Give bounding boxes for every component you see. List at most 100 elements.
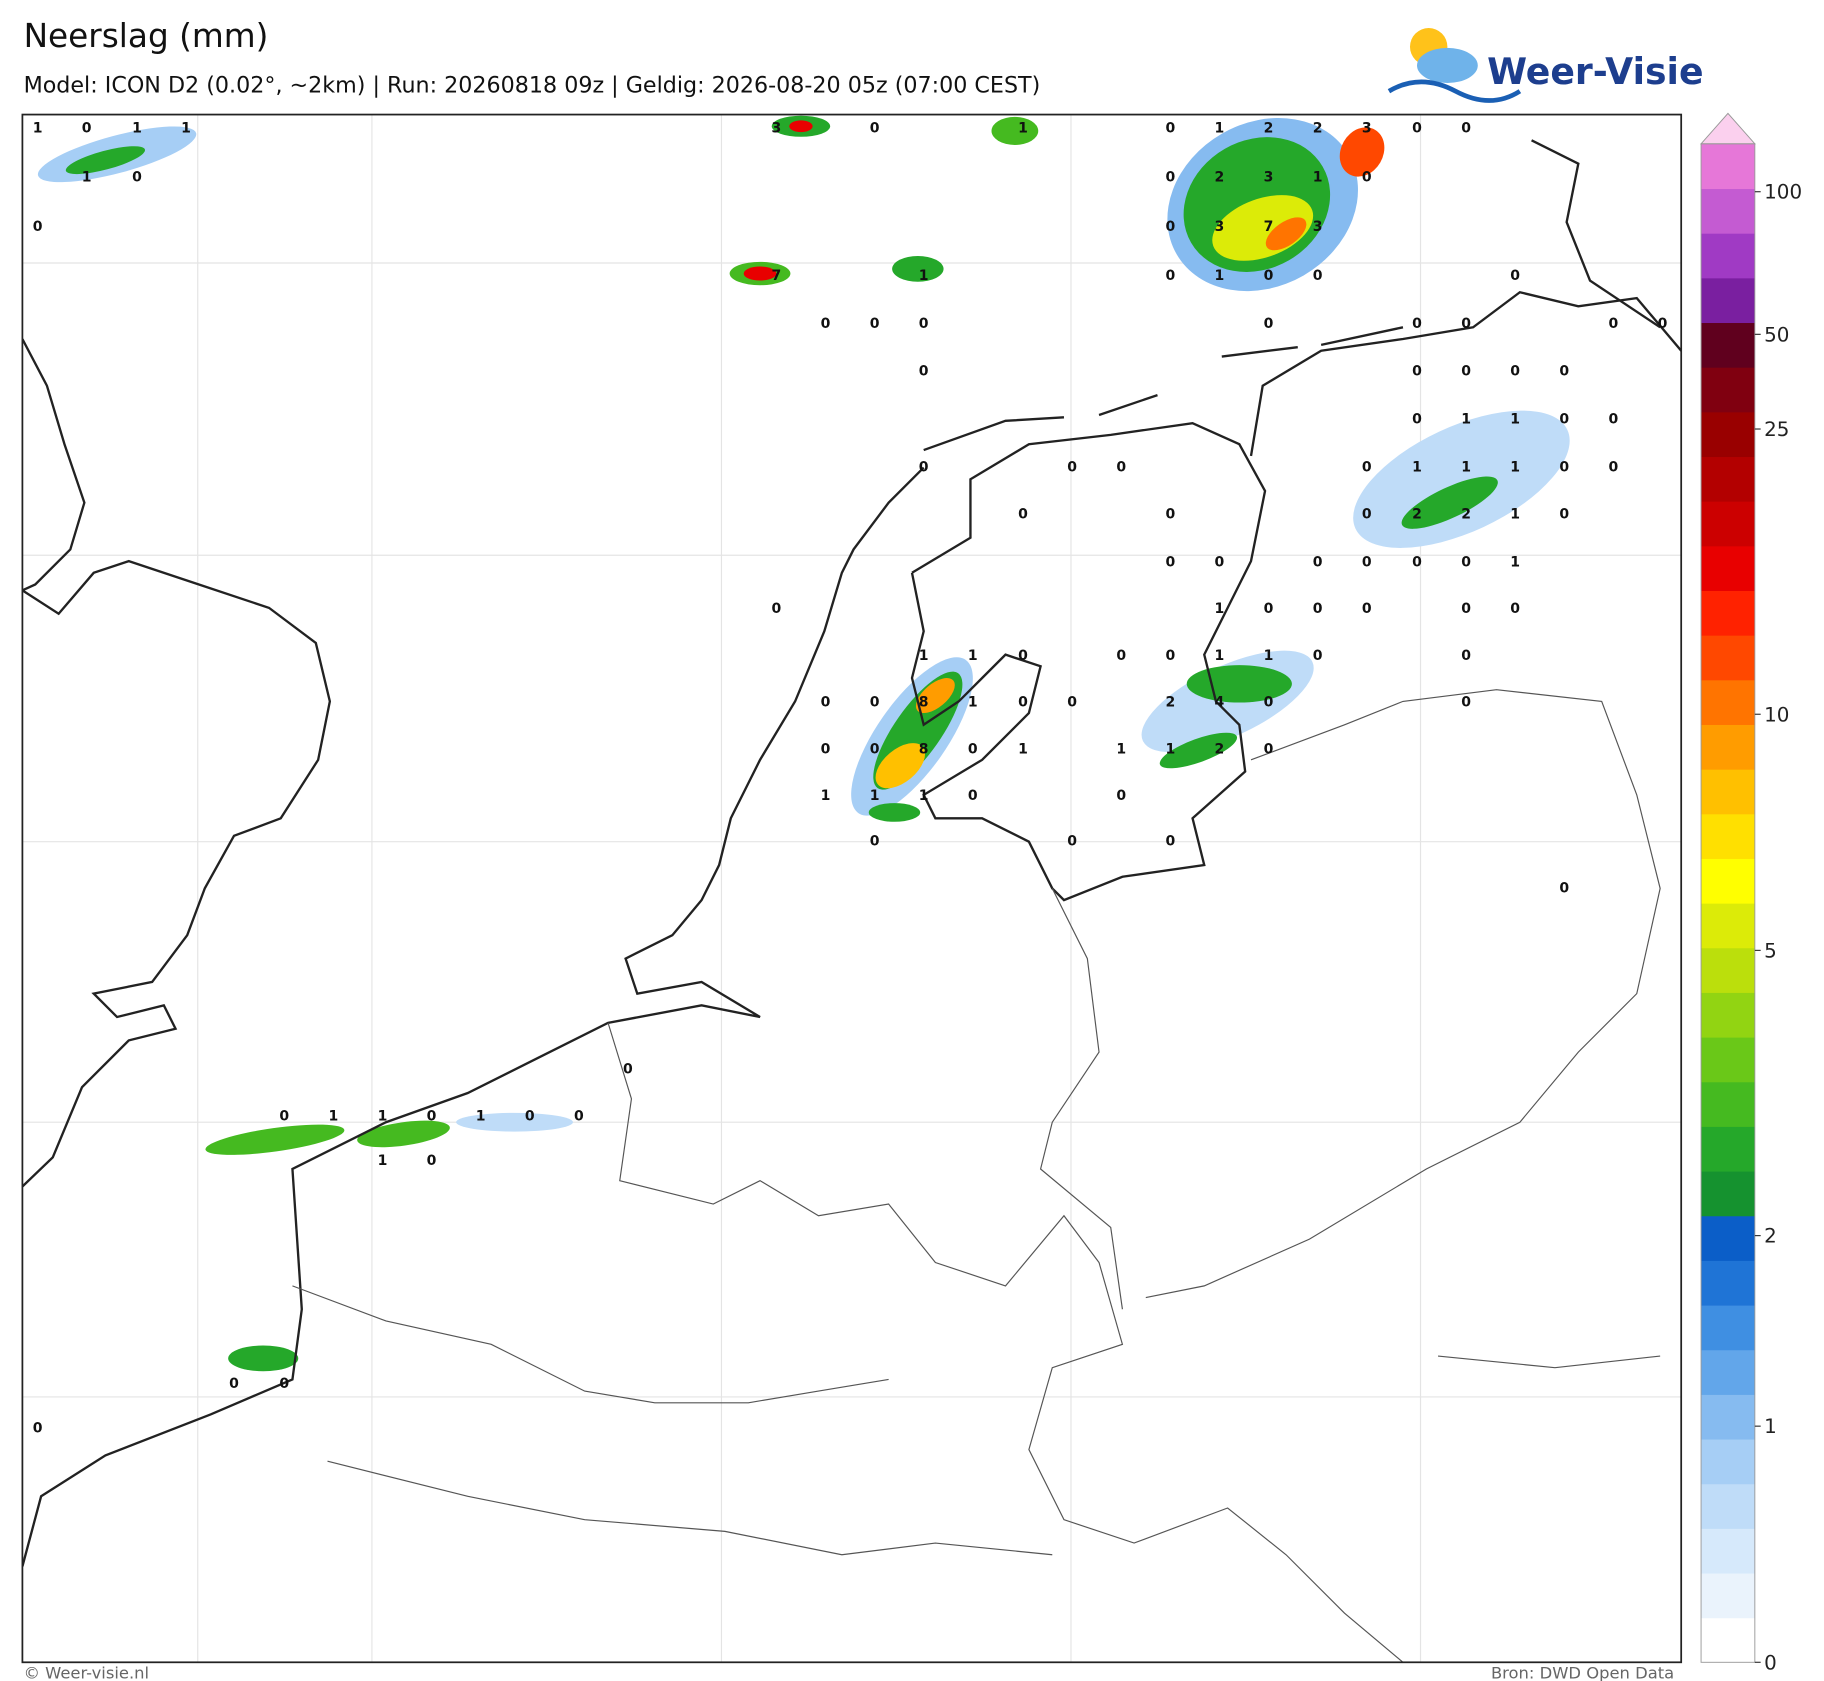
precip-label: 0 (132, 170, 142, 186)
precip-label: 1 (1412, 460, 1422, 476)
colorbar-tick-label: 10 (1764, 703, 1789, 726)
precip-label: 0 (1461, 364, 1471, 380)
coastline (22, 559, 332, 1188)
precip-label: 1 (33, 121, 43, 137)
precip-label: 1 (1510, 506, 1520, 522)
border-line (1145, 689, 1661, 1299)
colorbar-segment (1701, 1126, 1755, 1172)
colorbar-tick-label: 50 (1764, 323, 1789, 346)
precip-area (892, 256, 944, 282)
precip-label: 0 (574, 1108, 584, 1124)
colorbar-segment (1701, 1081, 1755, 1127)
precip-area (1339, 127, 1385, 177)
precip-label: 1 (1264, 648, 1274, 664)
precip-label: 3 (1362, 121, 1372, 137)
precip-area (875, 743, 926, 789)
precip-label: 0 (1264, 601, 1274, 617)
precip-label: 0 (229, 1376, 239, 1392)
borders (292, 689, 1661, 1663)
precip-label: 0 (821, 316, 831, 332)
precip-label: 1 (919, 788, 929, 804)
precip-label: 1 (870, 788, 880, 804)
coastlines (22, 139, 1682, 1567)
precip-label: 1 (1116, 741, 1126, 757)
precip-label: 0 (1067, 460, 1077, 476)
colorbar-extension (1700, 112, 1756, 145)
precip-label: 0 (1609, 460, 1619, 476)
coastline (22, 466, 925, 1567)
precip-label: 2 (1313, 121, 1323, 137)
precip-label: 1 (1461, 412, 1471, 428)
precip-label: 0 (1116, 460, 1126, 476)
precip-label: 0 (1116, 648, 1126, 664)
precip-label: 0 (1313, 268, 1323, 284)
precip-label: 0 (525, 1108, 535, 1124)
precip-label: 0 (1559, 460, 1569, 476)
precip-label: 0 (1559, 506, 1569, 522)
precip-label: 0 (1510, 364, 1520, 380)
precip-label: 1 (968, 648, 978, 664)
subtitle: Model: ICON D2 (0.02°, ~2km) | Run: 2026… (24, 72, 1041, 98)
precip-area (868, 803, 921, 822)
precip-label: 1 (328, 1108, 338, 1124)
precip-label: 1 (1510, 554, 1520, 570)
precip-label: 1 (132, 121, 142, 137)
precipitation (37, 115, 1570, 1372)
precip-label: 1 (378, 1153, 388, 1169)
precip-label: 0 (1412, 316, 1422, 332)
precip-label: 1 (1018, 121, 1028, 137)
precip-label: 1 (919, 648, 929, 664)
precip-label: 0 (870, 695, 880, 711)
precip-label: 0 (279, 1376, 289, 1392)
precip-area (205, 1124, 345, 1155)
precip-label: 0 (1165, 268, 1175, 284)
precip-labels: 1 0 1 1 3 0 1 0 1 2 2 3 0 0 1 0 0 2 3 1 0 0 0 3 7 3 7 1 0 1 0 0 0 0 0 0 0 0 0 0… (33, 121, 1668, 1437)
precip-label: 0 (1362, 554, 1372, 570)
colorbar-segment (1701, 367, 1755, 413)
precip-label: 0 (1018, 695, 1028, 711)
precip-label: 1 (1215, 601, 1225, 617)
precip-label: 0 (82, 121, 92, 137)
colorbar-segment (1701, 903, 1755, 949)
logo: Weer-Visie (1387, 28, 1704, 103)
border-line (1039, 888, 1123, 1310)
precip-area (228, 1345, 299, 1372)
precip-label: 0 (870, 834, 880, 850)
precip-label: 0 (33, 1420, 43, 1436)
precip-label: 0 (1165, 219, 1175, 235)
precip-label: 0 (870, 121, 880, 137)
precip-label: 0 (1461, 121, 1471, 137)
colorbar-segment (1701, 1528, 1755, 1574)
precip-label: 1 (1510, 412, 1520, 428)
precip-label: 0 (1412, 121, 1422, 137)
colorbar-segment (1701, 143, 1755, 190)
colorbar-segment (1701, 188, 1755, 234)
precip-label: 0 (1165, 170, 1175, 186)
colorbar-segment (1701, 1394, 1755, 1440)
colorbar-segment (1701, 545, 1755, 591)
precip-label: 0 (968, 788, 978, 804)
colorbar-segment (1701, 1171, 1755, 1217)
colorbar-tick-label: 2 (1764, 1225, 1777, 1248)
colorbar-segment (1701, 1438, 1755, 1485)
precip-label: 0 (1461, 695, 1471, 711)
colorbar-segment (1701, 501, 1755, 547)
precip-label: 0 (821, 741, 831, 757)
precip-label: 1 (1510, 460, 1520, 476)
precip-label: 0 (919, 364, 929, 380)
precip-label: 0 (1609, 316, 1619, 332)
colorbar-segment (1701, 411, 1755, 458)
precip-label: 0 (1165, 121, 1175, 137)
precip-label: 2 (1165, 695, 1175, 711)
colorbar-segment (1701, 1260, 1755, 1306)
precip-label: 0 (1510, 601, 1520, 617)
precip-label: 1 (1215, 121, 1225, 137)
precip-label: 0 (1412, 554, 1422, 570)
precip-area (456, 1112, 573, 1132)
map-area: 1 0 1 1 3 0 1 0 1 2 2 3 0 0 1 0 0 2 3 1 0 0 0 3 7 3 7 1 0 1 0 0 0 0 0 0 0 0 0 0… (22, 114, 1682, 1663)
coastline (910, 421, 1267, 902)
footer-left: © Weer-visie.nl (24, 1664, 150, 1681)
precip-label: 1 (1165, 741, 1175, 757)
